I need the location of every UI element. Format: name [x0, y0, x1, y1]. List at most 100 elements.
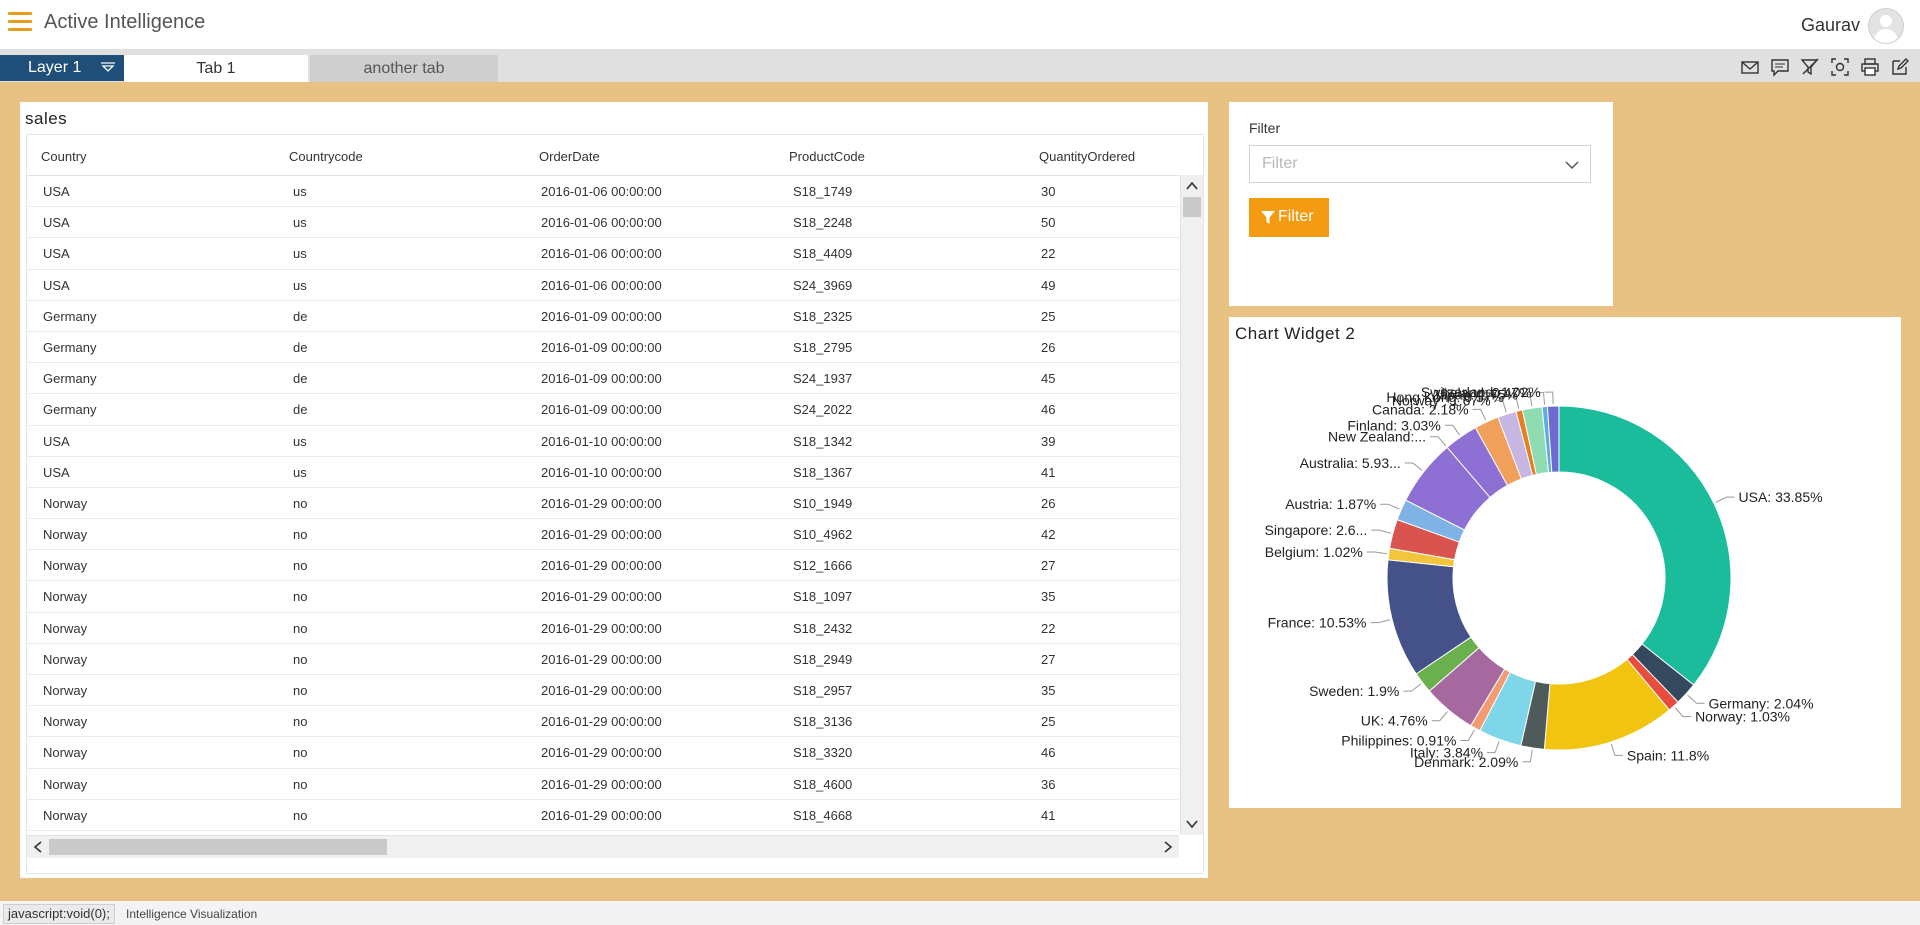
tab-another-tab[interactable]: another tab	[310, 55, 498, 82]
table-row[interactable]: Norway no 2016-01-29 00:00:00 S10_1949 26	[27, 488, 1179, 520]
cell-countrycode: no	[293, 651, 308, 667]
status-url: javascript:void(0);	[3, 904, 115, 924]
vertical-scrollbar[interactable]	[1180, 175, 1203, 835]
table-row[interactable]: Norway no 2016-01-29 00:00:00 S18_4600 36	[27, 769, 1179, 800]
slice-label: Spain: 11.8%	[1627, 747, 1709, 763]
label-leader-line	[1403, 683, 1422, 692]
label-leader-line	[1371, 529, 1391, 534]
cell-country: Norway	[43, 745, 88, 761]
column-header-country[interactable]: Country	[41, 149, 87, 164]
column-header-countrycode[interactable]: Countrycode	[289, 149, 363, 164]
cell-country: USA	[43, 277, 70, 293]
table-row[interactable]: Norway no 2016-01-29 00:00:00 S18_3320 46	[27, 737, 1179, 769]
table-row[interactable]: Germany de 2016-01-09 00:00:00 S24_2022 46	[27, 394, 1179, 426]
cell-quantity: 35	[1041, 683, 1056, 698]
table-row[interactable]: USA us 2016-01-06 00:00:00 S18_1749 30	[27, 176, 1179, 208]
table-row[interactable]: Germany de 2016-01-09 00:00:00 S24_1937 45	[27, 363, 1179, 395]
label-leader-line	[1715, 496, 1735, 503]
cell-productcode: S18_2795	[793, 339, 853, 355]
cell-country: Norway	[43, 558, 88, 574]
cell-orderdate: 2016-01-06 00:00:00	[541, 277, 662, 293]
table-row[interactable]: USA us 2016-01-10 00:00:00 S18_1367 41	[27, 457, 1179, 488]
cell-country: Germany	[43, 371, 97, 387]
cell-countrycode: de	[293, 339, 308, 355]
table-row[interactable]: Norway no 2016-01-29 00:00:00 S18_2949 27	[27, 644, 1179, 675]
sales-grid: Country Countrycode OrderDate ProductCod…	[26, 134, 1204, 874]
cell-productcode: S24_2022	[793, 402, 853, 418]
cell-productcode: S12_1666	[793, 558, 853, 574]
table-row[interactable]: Norway no 2016-01-29 00:00:00 S18_4668 41	[27, 800, 1179, 831]
cell-quantity: 27	[1041, 651, 1056, 667]
table-row[interactable]: Norway no 2016-01-29 00:00:00 S18_2432 22	[27, 613, 1179, 644]
scroll-down-icon[interactable]	[1184, 817, 1200, 831]
status-bar: javascript:void(0); Intelligence Visuali…	[0, 901, 1920, 925]
screenshot-icon[interactable]	[1830, 57, 1850, 77]
sales-widget-title: sales	[25, 109, 68, 128]
cell-quantity: 41	[1041, 807, 1056, 823]
slice-label: Denmark: 2.09%	[1414, 754, 1518, 770]
table-row[interactable]: Norway no 2016-01-29 00:00:00 S18_2957 35	[27, 675, 1179, 707]
filter-dropdown[interactable]: Filter	[1249, 145, 1591, 183]
cell-countrycode: no	[293, 620, 308, 636]
label-leader-line	[1460, 729, 1475, 741]
table-row[interactable]: USA us 2016-01-10 00:00:00 S18_1342 39	[27, 426, 1179, 457]
table-row[interactable]: USA us 2016-01-06 00:00:00 S18_2248 50	[27, 207, 1179, 239]
table-row[interactable]: Norway no 2016-01-29 00:00:00 S12_1666 27	[27, 550, 1179, 582]
cell-country: Norway	[43, 714, 88, 730]
cell-countrycode: de	[293, 371, 308, 387]
cell-productcode: S18_3136	[793, 714, 853, 730]
edit-icon[interactable]	[1890, 57, 1910, 77]
cell-orderdate: 2016-01-29 00:00:00	[541, 495, 662, 511]
print-icon[interactable]	[1860, 57, 1880, 77]
filter-button[interactable]: Filter	[1249, 198, 1329, 237]
cell-productcode: S18_2432	[793, 620, 853, 636]
scroll-left-icon[interactable]	[31, 840, 45, 854]
cell-productcode: S18_4668	[793, 807, 853, 823]
cell-orderdate: 2016-01-29 00:00:00	[541, 558, 662, 574]
pie-slice[interactable]	[1558, 405, 1732, 686]
tab-bar: Layer 1 Tab 1 another tab	[0, 49, 1920, 82]
cell-orderdate: 2016-01-29 00:00:00	[541, 807, 662, 823]
cell-countrycode: us	[293, 215, 307, 231]
column-header-orderdate[interactable]: OrderDate	[539, 149, 600, 164]
cell-quantity: 41	[1041, 464, 1056, 480]
comment-icon[interactable]	[1770, 57, 1790, 77]
slice-label: Belgium: 1.02%	[1265, 544, 1363, 560]
cell-productcode: S24_1937	[793, 371, 853, 387]
layer-selector[interactable]: Layer 1	[0, 55, 124, 81]
cell-quantity: 36	[1041, 776, 1056, 792]
cell-quantity: 25	[1041, 308, 1056, 324]
vertical-scroll-thumb[interactable]	[1183, 197, 1201, 217]
cell-country: USA	[43, 215, 70, 231]
mail-icon[interactable]	[1740, 57, 1760, 77]
clear-filter-icon[interactable]	[1800, 57, 1820, 77]
column-header-quantityordered[interactable]: QuantityOrdered	[1039, 149, 1136, 164]
user-avatar-icon[interactable]	[1868, 8, 1904, 44]
filter-button-label: Filter	[1278, 208, 1314, 225]
slice-label: Singapore: 2.6...	[1265, 522, 1368, 538]
table-row[interactable]: Norway no 2016-01-29 00:00:00 S18_3136 25	[27, 706, 1179, 738]
table-row[interactable]: Norway no 2016-01-29 00:00:00 S18_1097 35	[27, 581, 1179, 613]
horizontal-scroll-thumb[interactable]	[49, 839, 387, 855]
hamburger-menu-icon[interactable]	[8, 12, 32, 32]
label-leader-line	[1674, 707, 1692, 718]
table-row[interactable]: USA us 2016-01-06 00:00:00 S24_3969 49	[27, 270, 1179, 301]
cell-productcode: S10_4962	[793, 527, 853, 543]
scroll-up-icon[interactable]	[1184, 179, 1200, 193]
cell-orderdate: 2016-01-06 00:00:00	[541, 184, 662, 199]
slice-label: USA: 33.85%	[1739, 489, 1823, 505]
table-row[interactable]: Germany de 2016-01-09 00:00:00 S18_2325 25	[27, 301, 1179, 332]
slice-label: Norway : 1.67%	[1392, 393, 1491, 409]
chart-widget: Chart Widget 2 USA: 33.85% Germany: 2.04%…	[1229, 317, 1901, 808]
column-header-productcode[interactable]: ProductCode	[789, 149, 865, 164]
horizontal-scrollbar[interactable]	[27, 835, 1179, 858]
table-row[interactable]: USA us 2016-01-06 00:00:00 S18_4409 22	[27, 238, 1179, 270]
scroll-right-icon[interactable]	[1161, 840, 1175, 854]
donut-chart: USA: 33.85% Germany: 2.04%Norway: 1.03% Sp…	[1265, 384, 1823, 770]
table-row[interactable]: Norway no 2016-01-29 00:00:00 S10_4962 42	[27, 519, 1179, 551]
table-row[interactable]: Germany de 2016-01-09 00:00:00 S18_2795 26	[27, 332, 1179, 364]
cell-country: Germany	[43, 402, 97, 418]
tab-tab-1[interactable]: Tab 1	[124, 55, 308, 82]
pie-slice[interactable]	[1546, 405, 1560, 473]
user-name[interactable]: Gaurav	[1800, 15, 1860, 35]
